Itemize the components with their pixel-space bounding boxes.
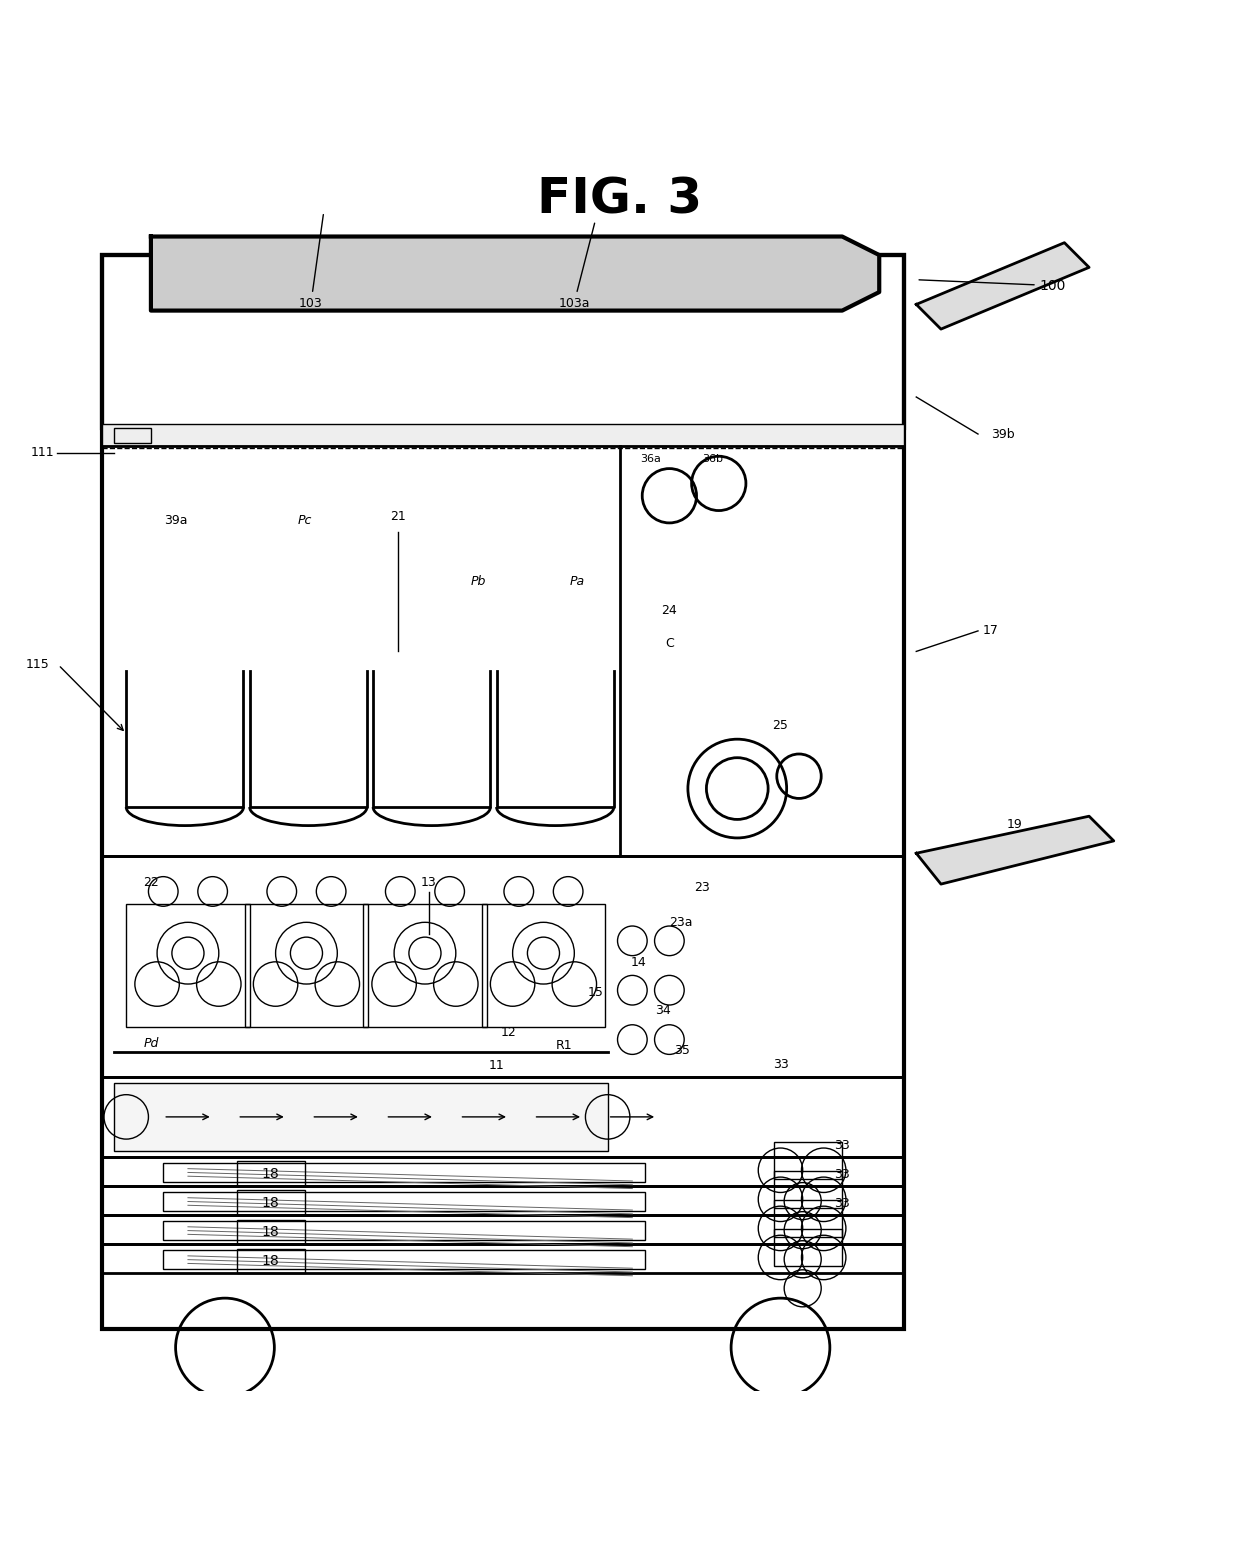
Bar [102,1216,904,1244]
Polygon shape [916,817,1114,883]
Text: 36a: 36a [640,453,661,464]
Text: 24: 24 [661,603,677,617]
Text: 39b: 39b [991,427,1014,441]
Text: 33: 33 [835,1168,851,1180]
Text: 17: 17 [982,625,998,637]
Text: 103: 103 [299,215,324,309]
Bar [164,1193,645,1211]
Bar [102,447,904,857]
Bar [774,1142,842,1179]
Bar [102,857,904,1077]
Text: FIG. 3: FIG. 3 [537,175,703,223]
Bar [102,255,904,1329]
Bar [363,903,486,1027]
Bar [126,903,249,1027]
Bar [237,1248,305,1273]
Bar [164,1250,645,1269]
Text: 111: 111 [31,446,55,459]
Text: 33: 33 [773,1058,789,1071]
Text: 19: 19 [1007,818,1023,831]
Bar [774,1200,842,1238]
Text: 36b: 36b [702,453,723,464]
Text: Pa: Pa [569,575,584,588]
Text: 18: 18 [262,1196,279,1210]
Bar [482,903,605,1027]
Bar [164,1221,645,1241]
Bar [237,1191,305,1214]
Bar [244,903,368,1027]
Text: 35: 35 [673,1044,689,1057]
Bar [237,1162,305,1187]
Text: 23: 23 [694,880,709,894]
Text: 18: 18 [262,1166,279,1180]
Text: 33: 33 [835,1197,851,1210]
Text: 23a: 23a [670,916,693,930]
Bar [774,1171,842,1208]
Bar [102,1187,904,1216]
Text: Pb: Pb [470,575,486,588]
Polygon shape [916,243,1089,330]
Text: Pd: Pd [144,1036,159,1050]
Text: 11: 11 [489,1060,505,1072]
Text: 34: 34 [655,1004,671,1016]
Text: R1: R1 [556,1040,573,1052]
Text: 18: 18 [262,1225,279,1239]
Bar [114,1083,608,1151]
Text: 12: 12 [501,1026,517,1040]
Bar [774,1230,842,1265]
Bar [102,1157,904,1187]
Text: 21: 21 [389,509,405,523]
Bar [102,255,904,429]
Polygon shape [151,237,879,311]
Text: C: C [665,637,673,650]
Text: 15: 15 [588,987,603,999]
Text: 115: 115 [26,659,50,671]
Text: 25: 25 [773,719,789,732]
Text: 39a: 39a [164,514,187,526]
Text: 22: 22 [143,876,159,890]
Bar [237,1219,305,1244]
Bar [164,1163,645,1182]
Text: 100: 100 [919,278,1066,292]
Bar [102,1077,904,1157]
Text: 18: 18 [262,1255,279,1269]
Bar [102,424,904,447]
Text: 33: 33 [835,1139,851,1153]
Text: 14: 14 [631,956,646,968]
Bar [102,1244,904,1273]
Text: 13: 13 [420,876,436,890]
Text: Pc: Pc [298,514,312,526]
Text: 103a: 103a [558,223,595,309]
Bar [114,429,151,442]
